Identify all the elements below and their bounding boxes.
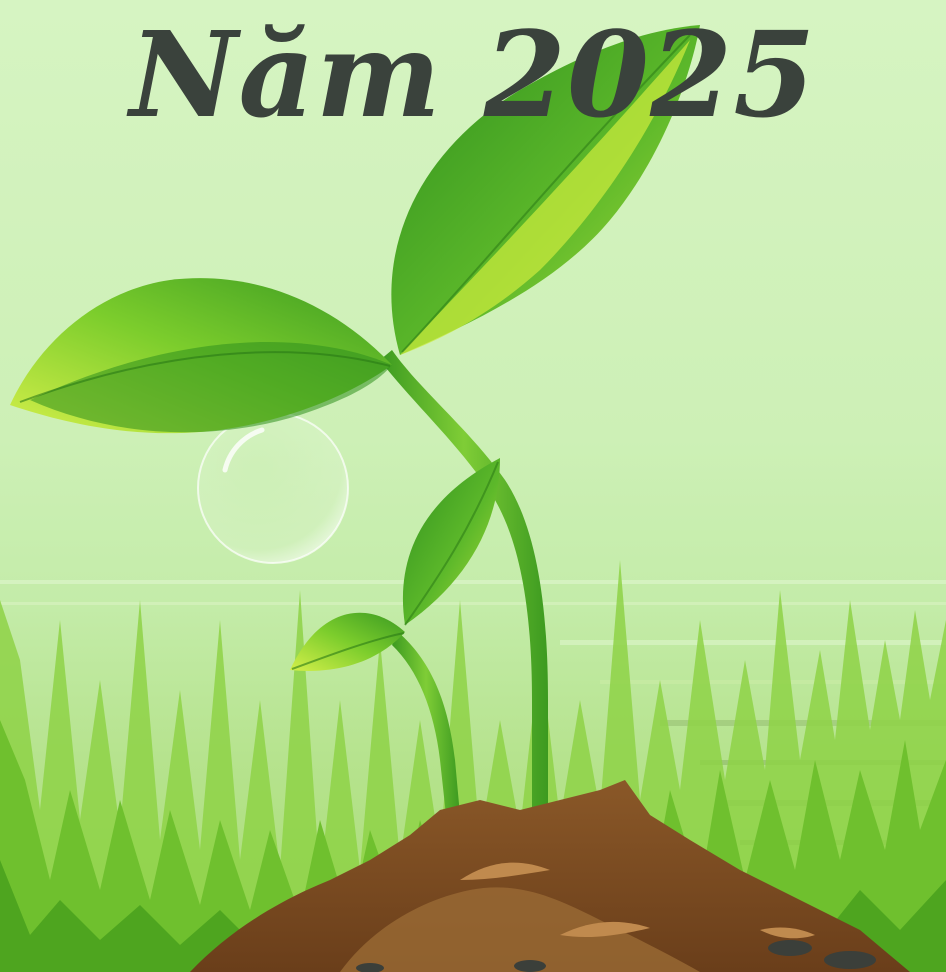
water-bubble bbox=[197, 412, 349, 564]
soil-mound bbox=[190, 780, 910, 972]
page-title: Năm 2025 bbox=[129, 5, 817, 144]
seedling-illustration bbox=[10, 25, 700, 815]
